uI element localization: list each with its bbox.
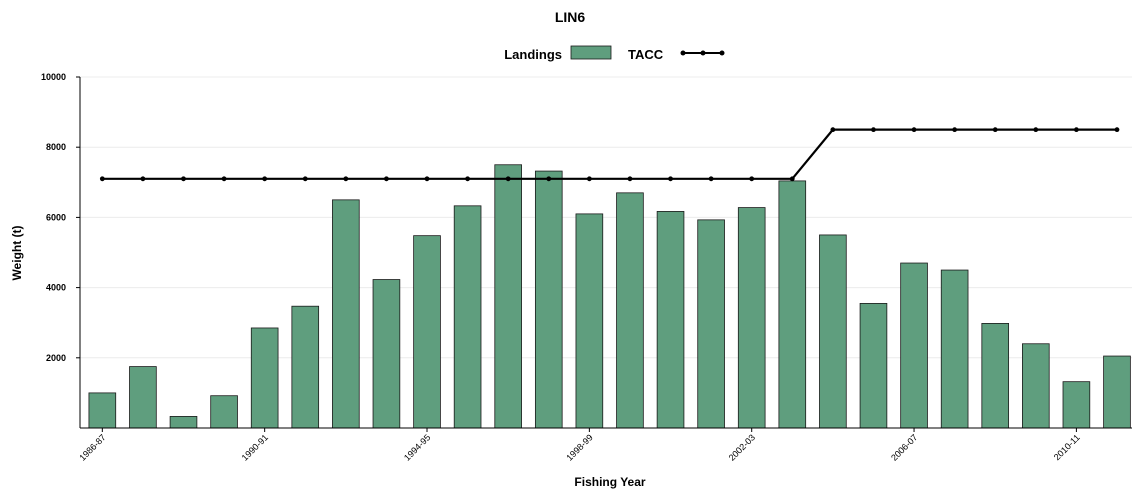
landings-bar bbox=[656, 211, 685, 429]
gridlines bbox=[76, 76, 1132, 359]
y-axis-title: Weight (t) bbox=[10, 225, 24, 280]
legend-landings-label: Landings bbox=[504, 47, 562, 62]
tacc-point bbox=[749, 176, 755, 182]
landings-bar bbox=[494, 164, 522, 429]
y-tick-label: 4000 bbox=[46, 283, 66, 293]
tacc-point bbox=[99, 176, 105, 182]
legend-tacc-marker bbox=[700, 50, 706, 56]
landings-bar bbox=[981, 323, 1010, 429]
landings-bar bbox=[332, 199, 360, 429]
landings-bar bbox=[291, 305, 320, 429]
x-tick-label: 2002-03 bbox=[727, 432, 757, 462]
landings-bar bbox=[1103, 355, 1131, 429]
tacc-point bbox=[546, 176, 552, 182]
landings-bar bbox=[940, 269, 969, 429]
tacc-point bbox=[952, 127, 958, 133]
landings-bar bbox=[129, 366, 157, 429]
landings-bar bbox=[575, 213, 604, 429]
tacc-point bbox=[586, 176, 592, 182]
tacc-point bbox=[911, 127, 917, 133]
landings-bar bbox=[453, 205, 482, 429]
landings-bar bbox=[819, 234, 847, 429]
tacc-point bbox=[992, 127, 998, 133]
tacc-point bbox=[221, 176, 227, 182]
landings-bar bbox=[616, 192, 644, 429]
y-tick-labels: 2000 4000 6000 8000 10000 bbox=[41, 72, 66, 363]
landings-bar bbox=[900, 262, 928, 429]
tacc-line-series bbox=[99, 127, 1120, 182]
landings-bar bbox=[737, 207, 766, 429]
tacc-point bbox=[871, 127, 876, 133]
tacc-point bbox=[505, 176, 511, 182]
tacc-point bbox=[384, 176, 389, 182]
x-tick-label: 1986-87 bbox=[77, 432, 107, 462]
y-tick-label: 6000 bbox=[46, 212, 66, 222]
legend: Landings TACC bbox=[504, 45, 725, 62]
tacc-point bbox=[424, 176, 430, 182]
legend-tacc-label: TACC bbox=[628, 47, 664, 62]
landings-bar bbox=[534, 170, 563, 429]
landings-bar bbox=[697, 219, 725, 429]
landings-bar bbox=[1022, 343, 1050, 429]
landings-bars bbox=[88, 164, 1131, 429]
x-tick-label: 1990-91 bbox=[240, 432, 270, 462]
tacc-point bbox=[181, 176, 186, 182]
x-tick-label: 1998-99 bbox=[564, 432, 594, 462]
legend-landings-swatch bbox=[570, 45, 612, 60]
tacc-line bbox=[102, 128, 1117, 180]
tacc-point bbox=[302, 176, 308, 182]
tacc-point bbox=[1033, 127, 1039, 133]
landings-bar bbox=[372, 279, 401, 429]
landings-bar bbox=[413, 235, 441, 429]
y-tick-label: 8000 bbox=[46, 142, 66, 152]
landings-bar bbox=[169, 416, 198, 429]
legend-tacc-symbol bbox=[680, 50, 725, 56]
legend-tacc-marker bbox=[719, 50, 725, 56]
landings-bar bbox=[210, 395, 238, 429]
tacc-point bbox=[1073, 127, 1079, 133]
landings-bar bbox=[859, 302, 888, 429]
chart-title: LIN6 bbox=[555, 9, 586, 25]
tacc-point bbox=[140, 176, 146, 182]
x-tick-label: 1994-95 bbox=[402, 432, 432, 462]
tacc-point bbox=[343, 176, 349, 182]
landings-bar bbox=[778, 180, 807, 429]
x-tick-label: 2010-11 bbox=[1052, 432, 1082, 462]
tacc-point bbox=[708, 176, 714, 182]
axes bbox=[79, 77, 1132, 429]
legend-tacc-marker bbox=[680, 50, 686, 56]
tacc-point bbox=[830, 127, 836, 133]
tacc-point bbox=[668, 176, 673, 182]
y-tick-label: 2000 bbox=[46, 353, 66, 363]
tacc-point bbox=[262, 176, 268, 182]
tacc-point bbox=[1114, 127, 1120, 133]
x-axis-title: Fishing Year bbox=[574, 475, 645, 489]
x-tick-label: 2006-07 bbox=[889, 432, 919, 462]
tacc-point bbox=[465, 176, 471, 182]
landings-bar bbox=[1062, 381, 1091, 429]
landings-bar bbox=[88, 392, 117, 429]
landings-bar bbox=[250, 327, 279, 429]
x-tick-labels: 1986-87 1990-91 1994-95 1998-99 2002-03 2006-… bbox=[77, 428, 1082, 463]
tacc-point bbox=[627, 176, 633, 182]
tacc-point bbox=[789, 176, 795, 182]
y-tick-label: 10000 bbox=[41, 72, 66, 82]
